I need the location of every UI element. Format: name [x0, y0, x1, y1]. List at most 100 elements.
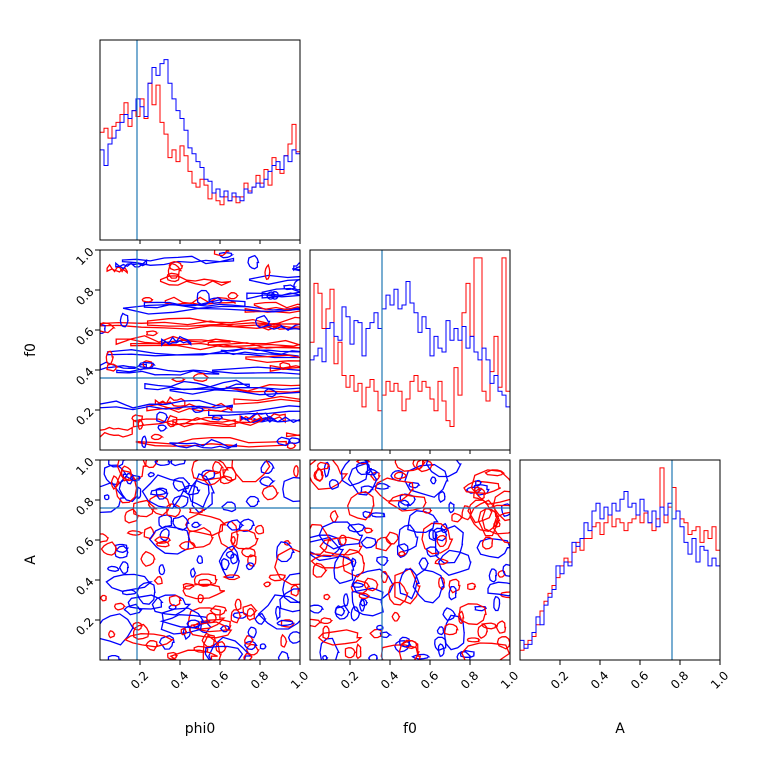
contour-A_vs_phi0-red	[108, 630, 116, 639]
contour-A_vs_phi0-blue	[127, 594, 164, 610]
contour-A_vs_phi0-red	[209, 605, 228, 616]
contour-f0_vs_phi0-blue	[276, 436, 292, 447]
contour-A_vs_phi0-blue	[100, 481, 126, 514]
contour-f0_vs_phi0-blue	[141, 435, 148, 449]
contour-A_vs_phi0-red	[261, 485, 280, 501]
contour-A_vs_phi0-blue	[160, 607, 205, 635]
x-tick-label-A: 0.6	[628, 668, 651, 691]
contour-A_vs_f0-blue	[438, 490, 446, 503]
contour-A_vs_phi0-blue	[277, 650, 290, 660]
y-tick-label-A: 0.8	[73, 495, 96, 518]
contour-A_vs_f0-red	[364, 527, 374, 534]
contour-A_vs_f0-blue	[355, 461, 373, 476]
y-tick-label-A: 0.2	[73, 615, 96, 638]
contour-A_vs_f0-blue	[379, 631, 393, 639]
contour-f0_vs_phi0-red	[253, 301, 300, 311]
contour-A_vs_f0-red	[481, 622, 499, 630]
contour-f0_vs_phi0-blue	[161, 335, 192, 347]
x-tick-label-f0: 0.6	[418, 668, 441, 691]
contour-A_vs_f0-red	[342, 548, 366, 578]
y-tick-label-f0: 1.0	[73, 245, 96, 268]
y-tick-label-A: 0.4	[73, 575, 96, 598]
contour-A_vs_f0-blue	[408, 481, 421, 489]
contour-A_vs_phi0-blue	[204, 645, 244, 660]
contour-f0_vs_phi0-blue	[293, 278, 300, 291]
contour-A_vs_phi0-blue	[149, 488, 168, 496]
contour-f0_vs_phi0-red	[100, 320, 281, 330]
contour-A_vs_phi0-blue	[247, 626, 257, 639]
contour-f0_vs_phi0-blue	[263, 388, 279, 398]
contour-f0_vs_phi0-red	[166, 414, 178, 428]
contour-A_vs_f0-red	[358, 592, 371, 600]
contour-f0_vs_phi0-red	[279, 361, 292, 371]
contour-f0_vs_phi0-red	[245, 354, 300, 364]
contour-A_vs_phi0-red	[100, 533, 110, 544]
x-tick-label-phi0: 1.0	[288, 668, 311, 691]
hist-phi0-red-series	[100, 82, 300, 206]
contour-A_vs_f0-red	[473, 487, 487, 501]
x-tick-label-phi0: 0.4	[168, 668, 191, 691]
contour-A_vs_phi0-red	[124, 508, 139, 524]
contour-A_vs_phi0-red	[166, 503, 181, 518]
contour-A_vs_f0-blue	[407, 510, 439, 534]
contour-A_vs_f0-blue	[399, 636, 410, 648]
contour-A_vs_f0-red	[492, 511, 510, 544]
contour-A_vs_phi0-blue	[275, 605, 281, 621]
x-axis-label-A: A	[615, 721, 625, 737]
x-tick-label-phi0: 0.8	[248, 668, 271, 691]
contour-A_vs_f0-red	[461, 505, 472, 521]
hist-phi0-blue-series	[100, 59, 300, 202]
x-tick-label-A: 0.2	[548, 668, 571, 691]
contour-A_vs_f0-blue	[412, 569, 445, 604]
contour-f0_vs_phi0-blue	[138, 361, 156, 369]
contour-f0_vs_phi0-red	[225, 384, 300, 393]
contour-A_vs_f0-red	[477, 508, 501, 537]
contour-A_vs_phi0-blue	[135, 581, 156, 605]
contours-f0_vs_phi0	[100, 250, 300, 450]
contour-A_vs_f0-red	[393, 471, 408, 480]
contour-A_vs_phi0-red	[254, 524, 265, 535]
contour-A_vs_f0-blue	[411, 653, 431, 660]
contour-A_vs_f0-red	[463, 480, 501, 495]
contour-A_vs_phi0-blue	[260, 460, 275, 474]
contour-A_vs_f0-blue	[404, 463, 449, 498]
contour-f0_vs_phi0-red	[141, 296, 154, 303]
contour-A_vs_f0-red	[467, 582, 477, 591]
contour-A_vs_f0-red	[398, 550, 408, 557]
panel-hist-A	[519, 459, 721, 661]
contour-A_vs_f0-red	[443, 623, 459, 636]
contour-A_vs_phi0-blue	[105, 573, 153, 592]
contour-A_vs_phi0-red	[123, 633, 175, 648]
panel-A_vs_f0	[309, 459, 511, 661]
contour-A_vs_phi0-blue	[141, 474, 188, 509]
contour-A_vs_f0-blue	[456, 651, 473, 660]
contour-A_vs_phi0-red	[230, 535, 236, 545]
contour-f0_vs_phi0-red	[213, 250, 230, 257]
contour-f0_vs_phi0-red	[166, 272, 180, 283]
contour-A_vs_f0-blue	[443, 614, 465, 651]
contour-A_vs_f0-blue	[322, 655, 329, 660]
contour-A_vs_phi0-red	[268, 573, 287, 582]
contour-A_vs_f0-red	[438, 576, 446, 591]
contour-A_vs_phi0-red	[241, 547, 256, 558]
contour-A_vs_phi0-blue	[245, 562, 255, 571]
contour-A_vs_f0-red	[312, 562, 328, 578]
contour-f0_vs_phi0-red	[164, 296, 236, 306]
contour-A_vs_phi0-red	[280, 633, 288, 648]
contour-A_vs_f0-blue	[351, 581, 365, 588]
contour-A_vs_phi0-blue	[147, 471, 155, 478]
contour-A_vs_f0-blue	[398, 524, 419, 552]
contour-A_vs_phi0-red	[143, 526, 156, 540]
contour-A_vs_f0-blue	[318, 521, 364, 550]
x-axis-label-f0: f0	[403, 721, 417, 737]
contour-A_vs_f0-red	[473, 486, 481, 494]
contour-A_vs_phi0-red	[116, 460, 147, 482]
contour-A_vs_f0-blue	[396, 543, 410, 559]
contour-A_vs_f0-red	[344, 647, 357, 659]
contour-f0_vs_phi0-blue	[292, 267, 300, 272]
contour-A_vs_phi0-red	[243, 652, 253, 660]
contour-A_vs_phi0-blue	[107, 654, 122, 660]
contour-f0_vs_phi0-red	[172, 416, 263, 426]
contour-A_vs_f0-red	[323, 593, 331, 601]
contour-A_vs_phi0-red	[201, 632, 217, 648]
